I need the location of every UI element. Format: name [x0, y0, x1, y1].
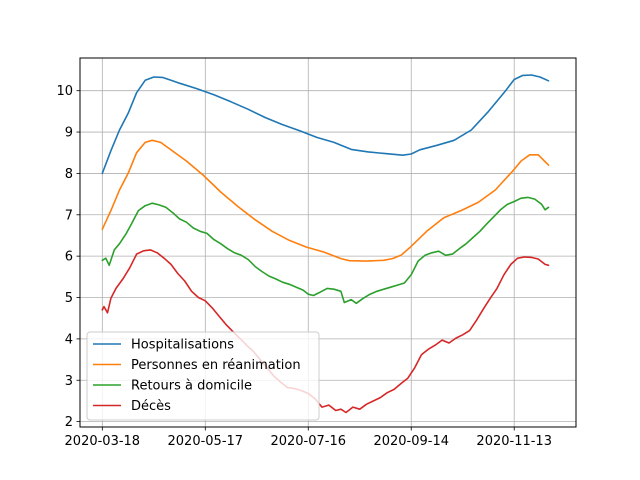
x-tick-label: 2020-11-13	[476, 434, 552, 449]
y-tick-label: 6	[65, 250, 73, 265]
y-tick-label: 2	[65, 415, 73, 430]
series-line-2	[101, 196, 550, 305]
legend-label: Personnes en réanimation	[131, 358, 301, 373]
legend-label: Retours à domicile	[131, 379, 252, 394]
series-line-0	[101, 74, 550, 175]
y-tick-label: 7	[65, 208, 73, 223]
x-tick-label: 2020-09-14	[373, 434, 449, 449]
x-tick-label: 2020-03-18	[65, 434, 141, 449]
y-tick-label: 9	[65, 126, 73, 141]
legend-box	[86, 331, 320, 421]
plot-area-frame	[79, 57, 577, 428]
legend-label: Hospitalisations	[131, 338, 234, 353]
y-tick-label: 4	[65, 332, 73, 347]
y-tick-label: 5	[65, 291, 73, 306]
y-tick-label: 10	[56, 84, 73, 99]
y-tick-label: 8	[65, 167, 73, 182]
legend: Hospitalisations Personnes en réanimation…	[86, 331, 320, 421]
x-tick-label: 2020-07-16	[270, 434, 346, 449]
series-line-3	[101, 249, 550, 414]
legend-label: Décès	[131, 399, 171, 414]
series-line-1	[101, 139, 550, 262]
series-lines	[101, 74, 550, 414]
y-tick-label: 3	[65, 374, 73, 389]
x-tick-label: 2020-05-17	[168, 434, 244, 449]
axis-ticks: 2020-03-18 2020-05-17 2020-07-16 2020-09-14…	[56, 84, 552, 449]
